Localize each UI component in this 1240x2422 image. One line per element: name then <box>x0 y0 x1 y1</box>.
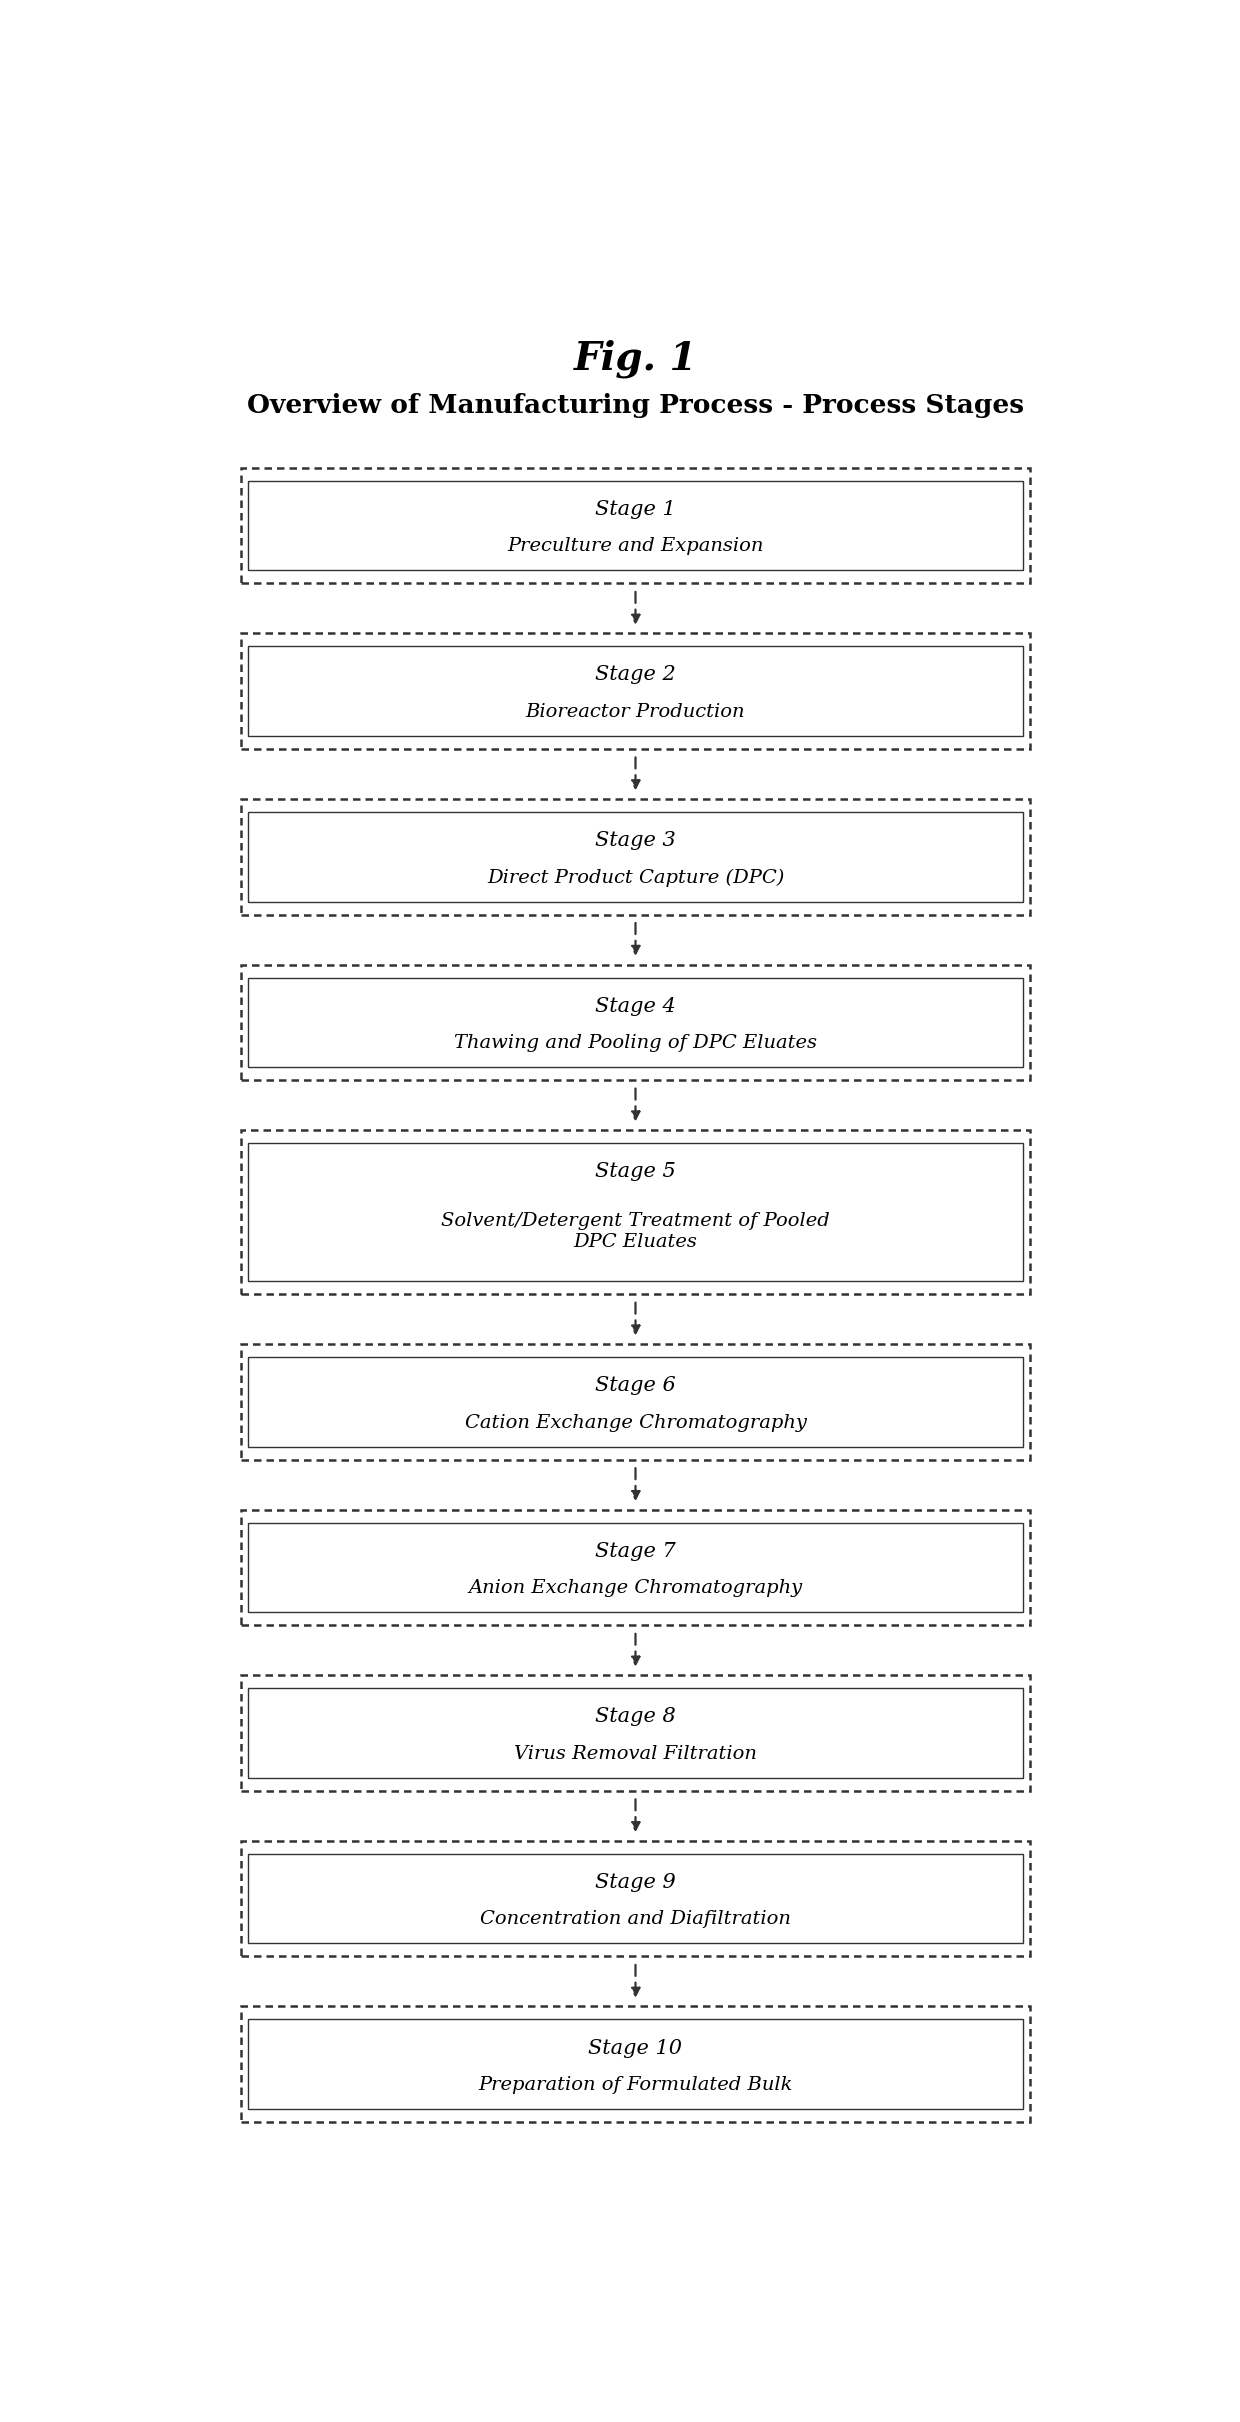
Text: Preparation of Formulated Bulk: Preparation of Formulated Bulk <box>479 2076 792 2095</box>
Text: Anion Exchange Chromatography: Anion Exchange Chromatography <box>469 1579 802 1599</box>
Bar <box>248 1853 1023 1942</box>
Text: Overview of Manufacturing Process - Process Stages: Overview of Manufacturing Process - Proc… <box>247 392 1024 419</box>
Bar <box>248 1688 1023 1778</box>
Bar <box>242 467 1029 584</box>
Text: Thawing and Pooling of DPC Eluates: Thawing and Pooling of DPC Eluates <box>454 1034 817 1051</box>
Text: Stage 3: Stage 3 <box>595 831 676 850</box>
Bar <box>242 1676 1029 1790</box>
Text: Stage 10: Stage 10 <box>589 2039 682 2059</box>
Bar <box>242 1509 1029 1625</box>
Bar <box>242 1344 1029 1460</box>
Text: Stage 7: Stage 7 <box>595 1543 676 1560</box>
Text: Stage 9: Stage 9 <box>595 1872 676 1892</box>
Text: Stage 8: Stage 8 <box>595 1708 676 1727</box>
Bar <box>248 811 1023 901</box>
Bar <box>242 1131 1029 1293</box>
Text: Preculture and Expansion: Preculture and Expansion <box>507 538 764 555</box>
Bar <box>248 2020 1023 2110</box>
Bar <box>248 482 1023 569</box>
Text: Bioreactor Production: Bioreactor Production <box>526 702 745 722</box>
Text: Direct Product Capture (DPC): Direct Product Capture (DPC) <box>487 869 784 886</box>
Bar <box>242 2005 1029 2122</box>
Bar <box>242 635 1029 748</box>
Text: Concentration and Diafiltration: Concentration and Diafiltration <box>480 1911 791 1928</box>
Bar <box>242 799 1029 916</box>
Text: Stage 4: Stage 4 <box>595 995 676 1015</box>
Bar <box>248 1523 1023 1613</box>
Text: Stage 6: Stage 6 <box>595 1376 676 1395</box>
Text: Virus Removal Filtration: Virus Removal Filtration <box>515 1744 756 1763</box>
Bar <box>248 1356 1023 1446</box>
Text: Stage 1: Stage 1 <box>595 499 676 518</box>
Bar <box>242 1841 1029 1957</box>
Text: Fig. 1: Fig. 1 <box>574 339 697 378</box>
Text: Stage 2: Stage 2 <box>595 666 676 685</box>
Text: Solvent/Detergent Treatment of Pooled
DPC Eluates: Solvent/Detergent Treatment of Pooled DP… <box>441 1213 830 1252</box>
Bar <box>248 978 1023 1068</box>
Bar <box>248 647 1023 736</box>
Text: Cation Exchange Chromatography: Cation Exchange Chromatography <box>465 1414 806 1431</box>
Bar <box>242 964 1029 1080</box>
Text: Stage 5: Stage 5 <box>595 1163 676 1180</box>
Bar <box>248 1143 1023 1281</box>
